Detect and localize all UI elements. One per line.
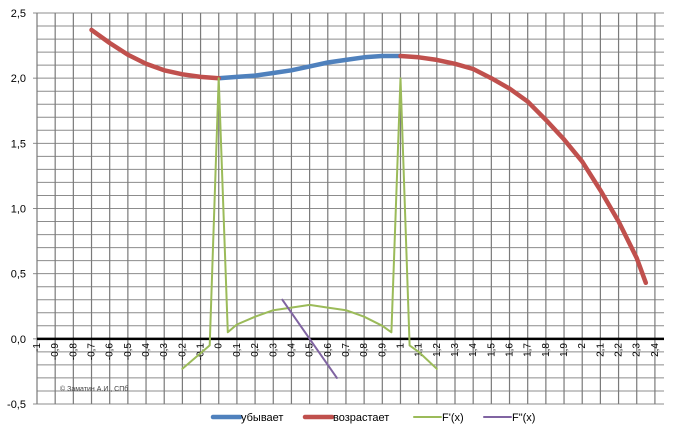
x-tick-label: -0,3	[159, 343, 170, 361]
series-line-3	[281, 298, 338, 379]
x-tick-label: -0,9	[50, 343, 61, 361]
x-tick-label: 2,4	[650, 343, 661, 357]
y-tick-label: 2,0	[11, 73, 26, 85]
x-tick-label: 1,4	[468, 343, 479, 357]
x-tick-label: -1	[32, 343, 43, 352]
x-tick-label: 1,7	[523, 343, 534, 357]
y-tick-label: 0,0	[11, 334, 26, 346]
x-tick-label: 1,3	[450, 343, 461, 357]
legend-label: F'(x)	[442, 412, 464, 424]
y-tick-label: 0,5	[11, 269, 26, 281]
legend: убывает возрастает F'(x) F"(x)	[210, 412, 535, 424]
x-tick-label: 0,4	[286, 343, 297, 357]
x-tick-label: 0,6	[323, 343, 334, 357]
y-axis-labels: 2,5 2,0 1,5 1,0 0,5 0,0 -0,5	[7, 8, 26, 411]
x-tick-label: -0,2	[177, 343, 188, 361]
x-tick-label: -0,1	[196, 343, 207, 361]
x-tick-label: 1,9	[559, 343, 570, 357]
series-lines	[89, 27, 649, 379]
series-line-1	[398, 53, 649, 286]
legend-label: F"(x)	[512, 412, 535, 424]
x-tick-label: 2,1	[595, 343, 606, 357]
x-axis-labels: -1 -0,9 -0,8 -0,7 -0,6 -0,5 -0,4 -0,3 -0,2 -0,1 0 0…	[32, 343, 661, 361]
y-tick-label: 1,0	[11, 204, 26, 216]
x-tick-label: 0,5	[305, 343, 316, 357]
series-line-0	[216, 53, 403, 81]
x-tick-label: 1,1	[414, 343, 425, 357]
y-tick-label: -0,5	[7, 399, 26, 411]
x-tick-label: 0,9	[377, 343, 388, 357]
watermark: © Заматин А.И., СПб	[60, 386, 129, 393]
x-tick-label: -0,7	[87, 343, 98, 361]
x-tick-label: 1,2	[432, 343, 443, 357]
x-tick-label: 0,7	[341, 343, 352, 357]
x-tick-label: 0,2	[250, 343, 261, 357]
x-tick-label: 1	[395, 343, 406, 349]
x-tick-label: 1,8	[541, 343, 552, 357]
x-tick-label: 0	[214, 343, 225, 349]
legend-label: убывает	[241, 412, 283, 424]
x-tick-label: 2,2	[614, 343, 625, 357]
x-tick-label: 0,3	[268, 343, 279, 357]
grid	[33, 12, 664, 405]
x-tick-label: 0,8	[359, 343, 370, 357]
x-tick-label: 0,1	[232, 343, 243, 357]
x-tick-label: 1,5	[486, 343, 497, 357]
y-tick-label: 2,5	[11, 8, 26, 20]
x-tick-label: -0,4	[141, 343, 152, 361]
x-tick-label: -0,8	[68, 343, 79, 361]
y-tick-label: 1,5	[11, 138, 26, 150]
x-tick-label: -0,5	[123, 343, 134, 361]
x-tick-label: 2,3	[632, 343, 643, 357]
legend-label: возрастает	[333, 412, 389, 424]
x-tick-label: -0,6	[105, 343, 116, 361]
series-line-1	[89, 27, 221, 81]
series-line-2	[181, 77, 438, 370]
x-tick-label: 2	[577, 343, 588, 349]
x-tick-label: 1,6	[505, 343, 516, 357]
